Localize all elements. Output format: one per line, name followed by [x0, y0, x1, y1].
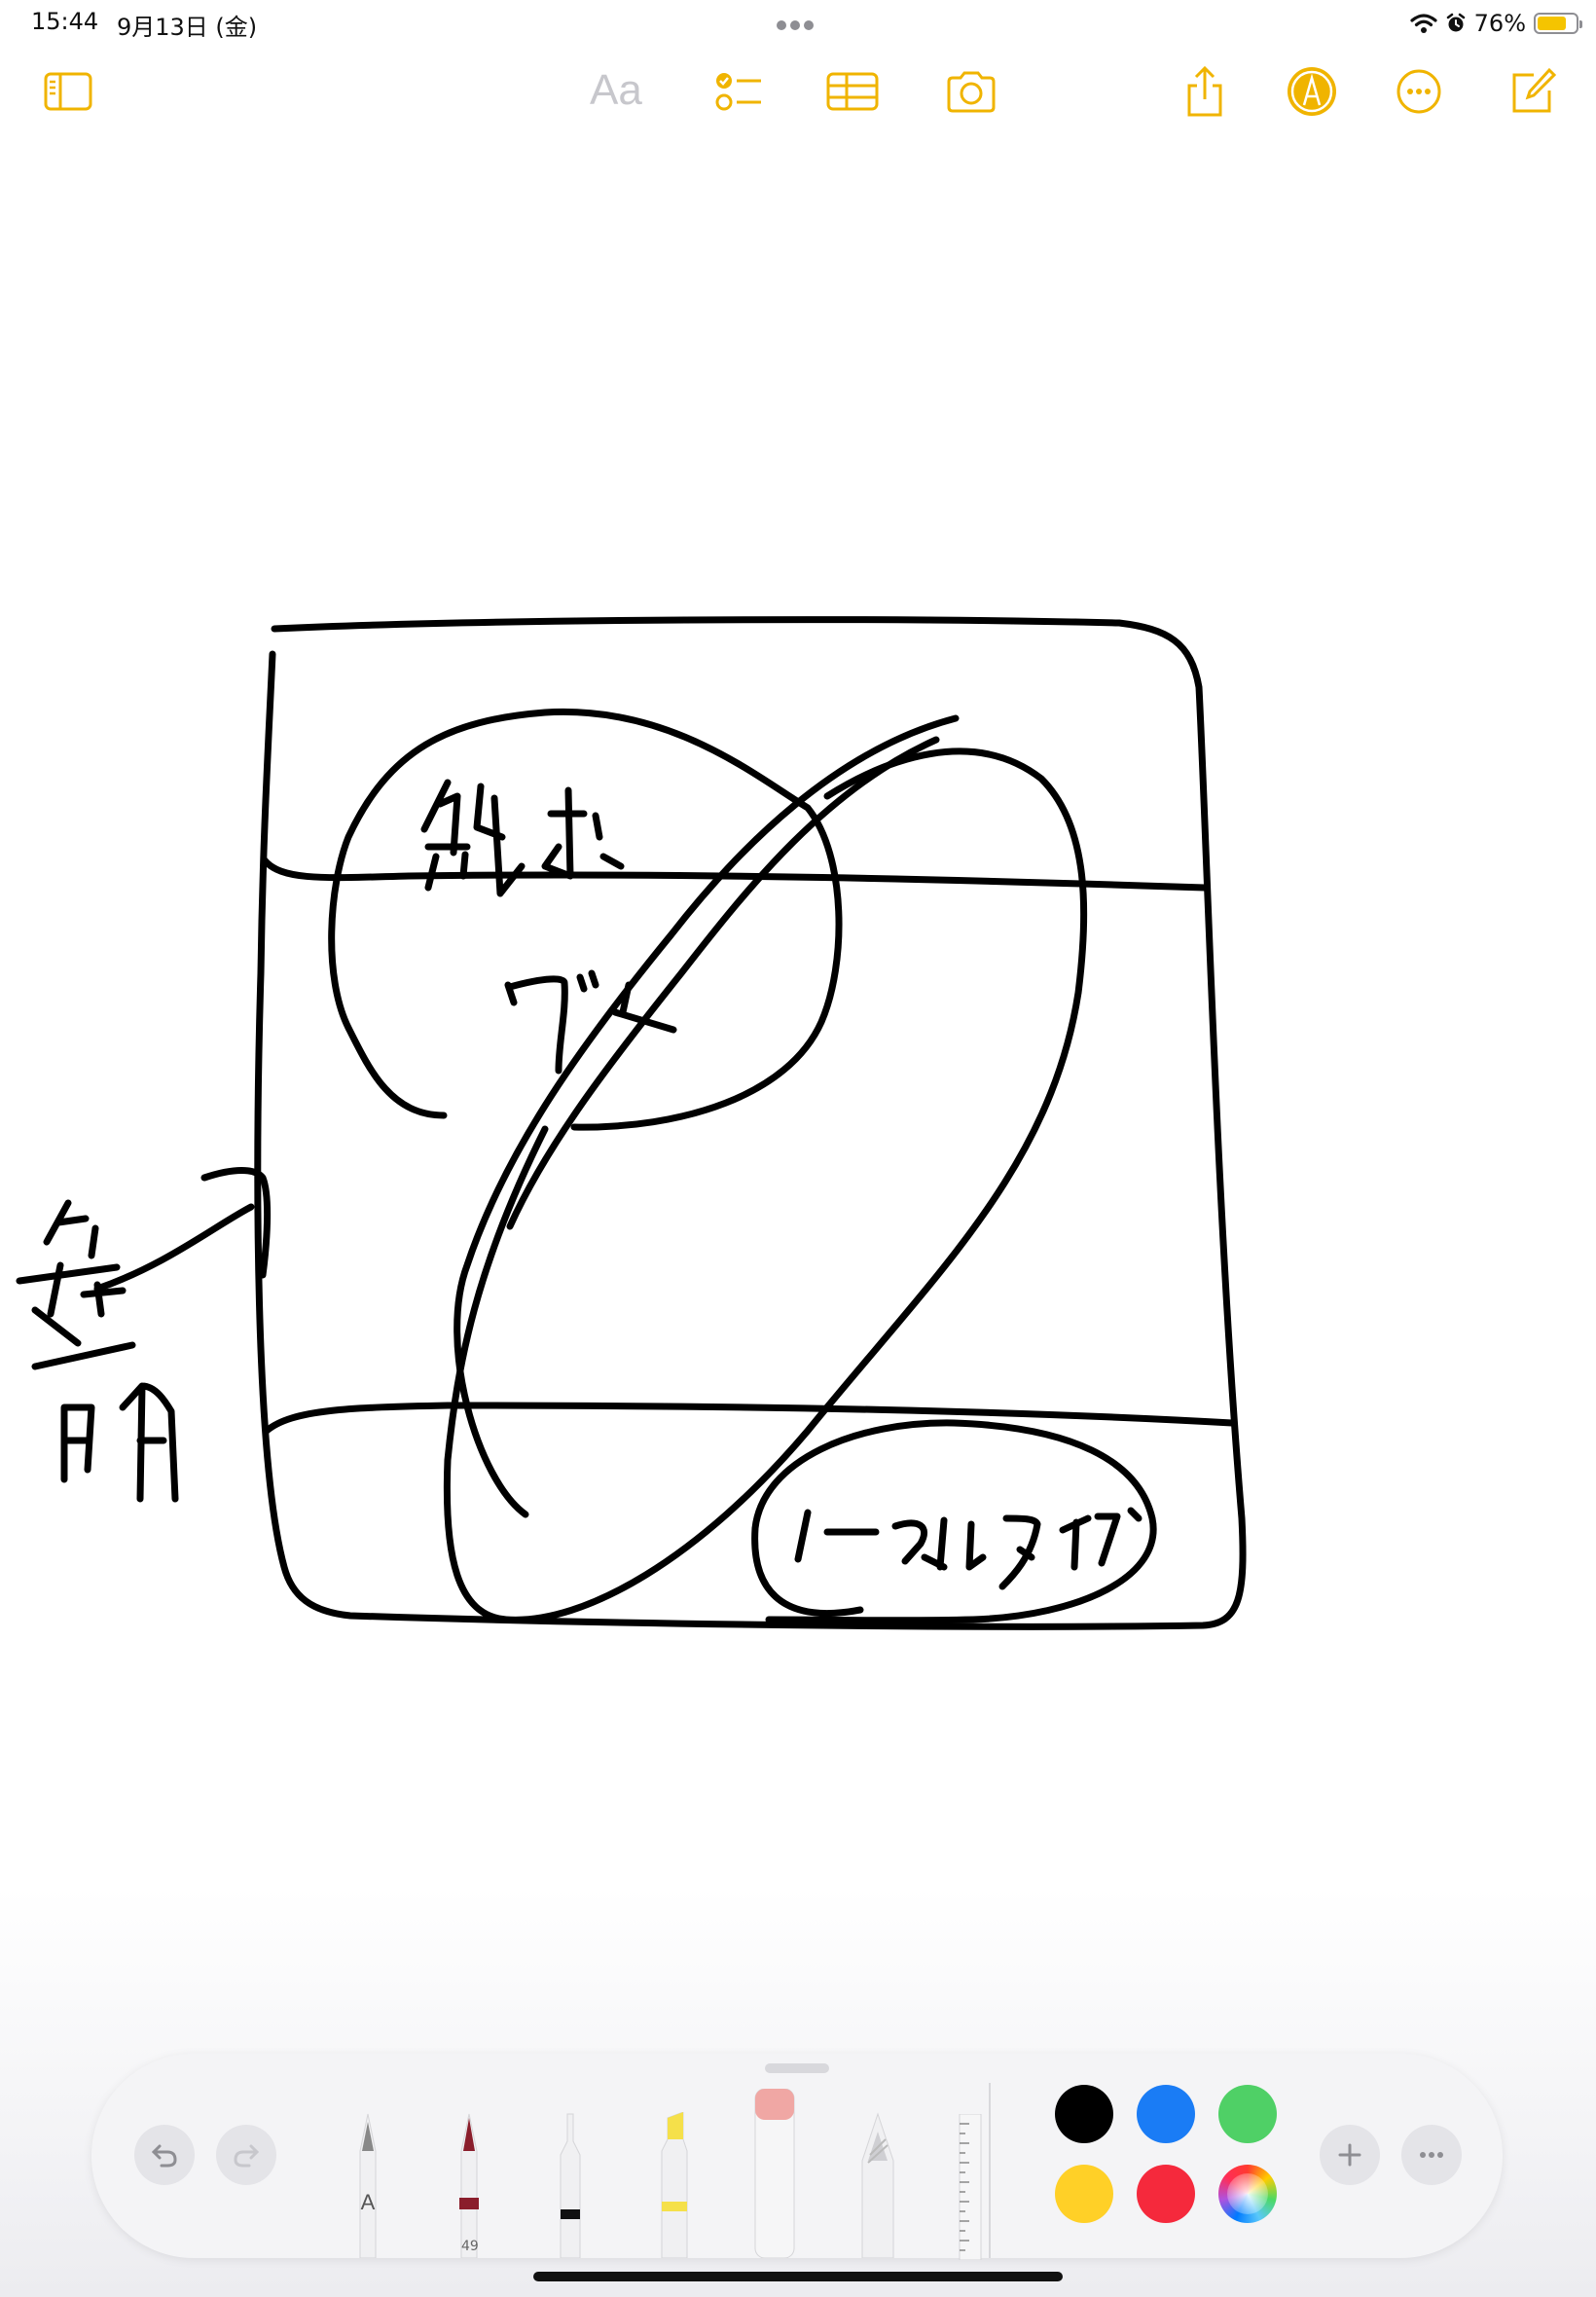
palette-more-button[interactable] [1401, 2125, 1462, 2185]
redo-button[interactable] [216, 2125, 276, 2185]
color-swatch-green[interactable] [1218, 2085, 1277, 2143]
plus-icon [1338, 2143, 1361, 2167]
alarm-icon [1446, 13, 1465, 32]
monoline-pen-tool[interactable]: A [339, 2112, 397, 2258]
color-swatch-yellow[interactable] [1055, 2165, 1113, 2223]
diagonal-stroke-2 [506, 736, 940, 1230]
drawing-canvas[interactable] [0, 136, 1596, 1986]
diagonal-stroke-1 [453, 714, 960, 1518]
handwriting-normal-type-text [794, 1507, 1143, 1590]
tool-palette [91, 2054, 1503, 2258]
upper-divider-stroke [261, 857, 1209, 892]
box-top-stroke [254, 616, 1247, 1630]
add-tool-button[interactable] [1320, 2125, 1380, 2185]
ruler-tool[interactable] [940, 2114, 998, 2260]
lower-divider-stroke [263, 1402, 1236, 1435]
highlighter-tool[interactable] [644, 2112, 703, 2258]
pencil-letter-label: A [361, 2190, 376, 2214]
markup-icon[interactable] [1285, 64, 1339, 119]
explanation-arrow-stroke [93, 1167, 272, 1293]
handwriting-explanation-text [16, 1199, 179, 1503]
camera-icon[interactable] [944, 64, 998, 119]
format-text-button[interactable]: Aa [590, 66, 642, 114]
undo-button[interactable] [134, 2125, 195, 2185]
color-picker-wheel-icon[interactable] [1218, 2165, 1277, 2223]
pencil-tool[interactable] [849, 2112, 907, 2258]
normal-type-ellipse-stroke [751, 1419, 1157, 1624]
fountain-pen-tool[interactable] [440, 2112, 498, 2258]
handwriting-gu-text [504, 969, 677, 1075]
battery-icon [1534, 13, 1582, 34]
sidebar-toggle-icon[interactable] [41, 64, 95, 119]
status-time: 15:44 [31, 8, 99, 35]
fineliner-tool[interactable] [541, 2112, 599, 2258]
color-swatch-blue[interactable] [1137, 2085, 1195, 2143]
status-indicators: 76% [1410, 6, 1582, 41]
table-icon[interactable] [825, 64, 880, 119]
undo-icon [151, 2144, 177, 2168]
handwriting-drink-text [420, 779, 625, 897]
eraser-tool[interactable] [745, 2089, 804, 2258]
drinks-circle-stroke [328, 708, 843, 1131]
palette-divider [989, 2083, 991, 2258]
pen-ink-count: 49 [461, 2239, 479, 2254]
color-swatch-black[interactable] [1055, 2085, 1113, 2143]
status-date: 9月13日 (金) [117, 14, 258, 41]
palette-grabber[interactable] [765, 2063, 829, 2073]
status-bar: 15:44 9月13日 (金) 76% [0, 0, 1596, 47]
more-icon[interactable] [1392, 64, 1446, 119]
color-swatch-red[interactable] [1137, 2165, 1195, 2223]
ellipsis-icon [1420, 2152, 1443, 2158]
multitasking-dots-icon[interactable] [777, 16, 819, 30]
home-indicator[interactable] [533, 2272, 1063, 2281]
redo-icon [234, 2144, 260, 2168]
diagonal-loop-stroke [443, 747, 1088, 1623]
share-icon[interactable] [1178, 64, 1232, 119]
wifi-icon [1410, 14, 1437, 33]
compose-icon[interactable] [1505, 64, 1559, 119]
checklist-icon[interactable] [710, 64, 765, 119]
battery-percent: 76% [1473, 10, 1526, 37]
